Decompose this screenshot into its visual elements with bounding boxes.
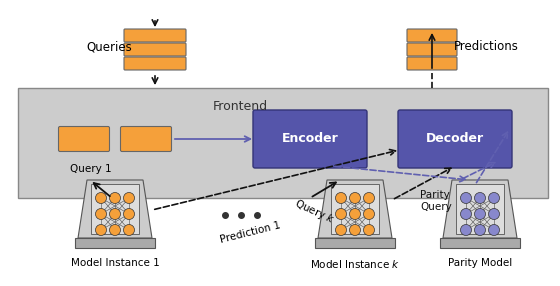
Circle shape: [488, 208, 500, 219]
Circle shape: [349, 225, 361, 235]
Polygon shape: [443, 180, 517, 238]
Circle shape: [474, 208, 486, 219]
Circle shape: [460, 225, 472, 235]
FancyBboxPatch shape: [124, 57, 186, 70]
FancyBboxPatch shape: [124, 29, 186, 42]
Circle shape: [488, 192, 500, 204]
FancyBboxPatch shape: [407, 29, 457, 42]
Circle shape: [335, 192, 347, 204]
Polygon shape: [440, 238, 520, 248]
Circle shape: [474, 192, 486, 204]
FancyBboxPatch shape: [124, 43, 186, 56]
Circle shape: [349, 208, 361, 219]
Text: Query 1: Query 1: [70, 164, 111, 174]
FancyBboxPatch shape: [331, 184, 379, 234]
Text: Prediction 1: Prediction 1: [219, 220, 281, 245]
Circle shape: [488, 225, 500, 235]
FancyBboxPatch shape: [253, 110, 367, 168]
Circle shape: [335, 208, 347, 219]
Text: Model Instance 1: Model Instance 1: [71, 258, 160, 268]
Text: Frontend: Frontend: [213, 100, 268, 113]
Circle shape: [363, 225, 375, 235]
Polygon shape: [318, 180, 392, 238]
Circle shape: [335, 225, 347, 235]
Circle shape: [124, 208, 134, 219]
Text: Parity Model: Parity Model: [448, 258, 512, 268]
Circle shape: [474, 225, 486, 235]
Polygon shape: [78, 180, 152, 238]
Circle shape: [96, 208, 106, 219]
Circle shape: [124, 192, 134, 204]
Text: Predictions: Predictions: [454, 41, 519, 53]
Circle shape: [96, 192, 106, 204]
Text: Queries: Queries: [86, 41, 132, 53]
Text: Query $k$: Query $k$: [292, 196, 337, 227]
Circle shape: [110, 208, 120, 219]
FancyBboxPatch shape: [120, 126, 171, 152]
Circle shape: [110, 192, 120, 204]
Circle shape: [460, 192, 472, 204]
FancyBboxPatch shape: [398, 110, 512, 168]
FancyBboxPatch shape: [58, 126, 110, 152]
FancyBboxPatch shape: [18, 88, 548, 198]
FancyBboxPatch shape: [91, 184, 139, 234]
Circle shape: [96, 225, 106, 235]
Circle shape: [363, 208, 375, 219]
Polygon shape: [315, 238, 395, 248]
Circle shape: [460, 208, 472, 219]
FancyBboxPatch shape: [407, 43, 457, 56]
Text: Encoder: Encoder: [282, 132, 338, 146]
FancyBboxPatch shape: [407, 57, 457, 70]
Circle shape: [349, 192, 361, 204]
Circle shape: [363, 192, 375, 204]
FancyBboxPatch shape: [456, 184, 504, 234]
Text: Decoder: Decoder: [426, 132, 484, 146]
Text: Parity
Query: Parity Query: [420, 190, 452, 212]
Text: Model Instance $k$: Model Instance $k$: [310, 258, 400, 270]
Polygon shape: [75, 238, 155, 248]
Circle shape: [124, 225, 134, 235]
Circle shape: [110, 225, 120, 235]
